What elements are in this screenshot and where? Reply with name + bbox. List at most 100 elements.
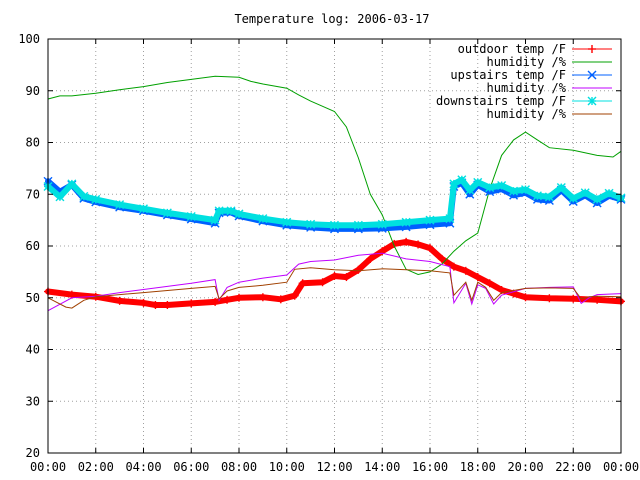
data-point [465,185,475,195]
data-point [214,206,224,216]
data-point [485,183,495,193]
data-point [234,209,244,219]
x-tick-label: 06:00 [173,460,209,474]
data-point [532,191,542,201]
data-point [187,299,196,308]
data-point [282,217,292,227]
data-point [115,200,125,210]
y-tick-label: 20 [26,446,40,460]
data-point [401,217,411,227]
x-tick-label: 00:00 [603,460,639,474]
series-line [47,267,622,309]
data-point [186,212,196,221]
data-point [378,247,387,256]
x-tick-label: 10:00 [269,460,305,474]
grid [48,39,621,453]
data-point [457,175,467,185]
data-point [342,273,351,282]
data-point [223,295,232,304]
data-point [318,278,327,287]
series-2 [47,75,622,276]
y-tick-label: 70 [26,187,40,201]
data-point [521,293,530,302]
y-tick-label: 30 [26,394,40,408]
data-point [437,254,446,263]
x-tick-label: 22:00 [555,460,591,474]
x-tick-label: 12:00 [316,460,352,474]
data-point [425,215,435,225]
data-point [414,240,423,249]
data-point [226,206,236,216]
data-point [402,237,411,246]
data-point [449,262,458,271]
data-point [210,215,220,225]
data-point [354,265,363,274]
legend-marker [588,45,596,53]
data-point [330,220,339,230]
data-point [298,279,307,288]
data-point [593,295,602,304]
data-point [211,297,220,306]
data-point [509,186,519,196]
data-point [55,192,65,202]
series-5 [43,175,626,230]
data-point [79,191,89,201]
legend-label: humidity /% [487,55,567,69]
data-point [568,193,578,203]
data-point [377,219,387,229]
x-tick-label: 14:00 [364,460,400,474]
legend-label: humidity /% [487,81,567,95]
data-point [545,294,554,303]
data-point [115,296,124,305]
data-point [544,192,554,202]
y-tick-label: 60 [26,239,40,253]
chart-title: Temperature log: 2006-03-17 [234,12,429,26]
series-1 [44,237,625,309]
x-tick-label: 20:00 [507,460,543,474]
data-point [556,183,566,193]
x-tick-label: 16:00 [412,460,448,474]
data-point [139,204,148,214]
x-tick-label: 18:00 [460,460,496,474]
data-point [473,273,482,282]
data-point [290,291,299,300]
x-tick-label: 02:00 [78,460,114,474]
y-tick-label: 40 [26,343,40,357]
data-point [521,185,530,195]
data-point [580,188,590,198]
x-tick-label: 00:00 [30,460,66,474]
data-point [485,279,494,288]
data-point [445,214,455,224]
data-point [569,294,578,303]
y-tick-label: 90 [26,84,40,98]
data-point [67,179,77,189]
data-point [353,220,363,230]
x-tick-label: 08:00 [221,460,257,474]
data-point [91,194,101,204]
data-point [258,293,267,302]
data-point [426,244,434,253]
series-6 [47,267,622,309]
y-tick-label: 50 [26,291,40,305]
data-point [592,194,602,204]
legend-label: downstairs temp /F [436,94,566,108]
data-point [276,295,285,304]
legend-label: humidity /% [487,107,567,121]
data-point [235,293,243,302]
legend-label: outdoor temp /F [458,42,566,56]
data-point [151,300,160,309]
data-point [330,272,339,281]
data-point [139,298,148,307]
data-point [449,179,459,189]
data-point [163,300,172,309]
legend-marker [587,96,597,106]
y-tick-label: 80 [26,136,40,150]
legend-marker [587,70,597,80]
data-point [473,177,483,187]
data-point [366,254,375,263]
data-point [604,188,614,198]
y-tick-label: 100 [18,32,40,46]
series-layer [43,75,626,312]
data-point [497,180,507,190]
